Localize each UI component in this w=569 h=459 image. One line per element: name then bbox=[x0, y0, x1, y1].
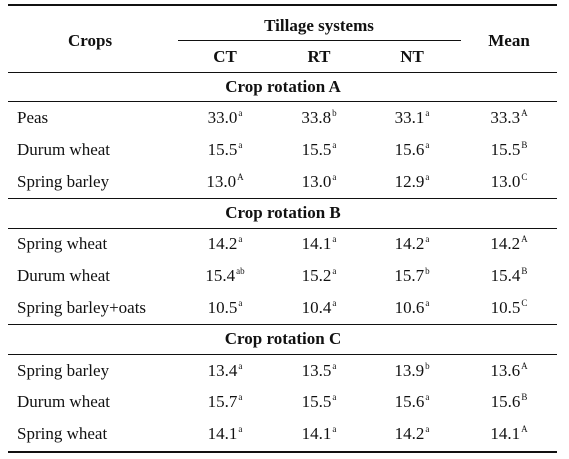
ct-value: 10.5a bbox=[207, 298, 243, 317]
mean-value: 13.0C bbox=[490, 172, 528, 191]
ct-value: 14.2a bbox=[207, 234, 243, 253]
section-title-rotation-b: Crop rotation B bbox=[225, 203, 341, 222]
rt-value: 13.0a bbox=[301, 172, 337, 191]
crop-name: Durum wheat bbox=[17, 266, 111, 285]
section-c-rule bbox=[8, 354, 557, 355]
section-a-rule bbox=[8, 101, 557, 102]
section-title-rotation-a: Crop rotation A bbox=[225, 77, 341, 96]
rt-value: 14.1a bbox=[301, 234, 337, 253]
tillage-systems-header: Tillage systems bbox=[264, 16, 374, 35]
ct-value: 33.0a bbox=[207, 108, 243, 127]
crop-name: Durum wheat bbox=[17, 140, 111, 159]
ct-value: 13.4a bbox=[207, 361, 243, 380]
section-c-top-rule bbox=[8, 324, 557, 325]
rt-value: 33.8b bbox=[301, 108, 337, 127]
rt-value: 15.2a bbox=[301, 266, 337, 285]
mean-value: 15.6B bbox=[490, 392, 528, 411]
mean-value: 33.3A bbox=[490, 108, 528, 127]
table-bottom-rule bbox=[8, 451, 557, 453]
nt-value: 10.6a bbox=[394, 298, 430, 317]
rt-value: 14.1a bbox=[301, 424, 337, 443]
tillage-group-rule bbox=[178, 40, 461, 41]
nt-value: 12.9a bbox=[394, 172, 430, 191]
nt-value: 15.7b bbox=[394, 266, 430, 285]
nt-column-header: NT bbox=[400, 47, 424, 66]
ct-value: 15.7a bbox=[207, 392, 243, 411]
mean-value: 15.5B bbox=[490, 140, 528, 159]
nt-value: 14.2a bbox=[394, 234, 430, 253]
rt-value: 15.5a bbox=[301, 392, 337, 411]
header-bottom-rule bbox=[8, 72, 557, 73]
crop-name: Peas bbox=[17, 108, 49, 127]
mean-value: 13.6A bbox=[490, 361, 528, 380]
rt-value: 13.5a bbox=[301, 361, 337, 380]
rt-column-header: RT bbox=[307, 47, 331, 66]
nt-value: 15.6a bbox=[394, 392, 430, 411]
ct-column-header: CT bbox=[213, 47, 237, 66]
crop-name: Durum wheat bbox=[17, 392, 111, 411]
ct-value: 15.4ab bbox=[205, 266, 245, 285]
ct-value: 14.1a bbox=[207, 424, 243, 443]
crop-name: Spring barley bbox=[17, 361, 110, 380]
ct-value: 13.0A bbox=[206, 172, 244, 191]
table-top-rule bbox=[8, 4, 557, 6]
crops-header: Crops bbox=[68, 31, 113, 50]
mean-column-header: Mean bbox=[488, 31, 530, 50]
nt-value: 13.9b bbox=[394, 361, 430, 380]
crop-name: Spring wheat bbox=[17, 424, 108, 443]
ct-value: 15.5a bbox=[207, 140, 243, 159]
mean-value: 15.4B bbox=[490, 266, 528, 285]
nt-value: 14.2a bbox=[394, 424, 430, 443]
rt-value: 10.4a bbox=[301, 298, 337, 317]
nt-value: 33.1a bbox=[394, 108, 430, 127]
crop-name: Spring barley+oats bbox=[17, 298, 147, 317]
crop-name: Spring wheat bbox=[17, 234, 108, 253]
mean-value: 14.1A bbox=[490, 424, 528, 443]
section-b-top-rule bbox=[8, 198, 557, 199]
section-b-rule bbox=[8, 228, 557, 229]
mean-value: 10.5C bbox=[490, 298, 528, 317]
mean-value: 14.2A bbox=[490, 234, 528, 253]
section-title-rotation-c: Crop rotation C bbox=[224, 329, 342, 348]
nt-value: 15.6a bbox=[394, 140, 430, 159]
rt-value: 15.5a bbox=[301, 140, 337, 159]
crop-name: Spring barley bbox=[17, 172, 110, 191]
